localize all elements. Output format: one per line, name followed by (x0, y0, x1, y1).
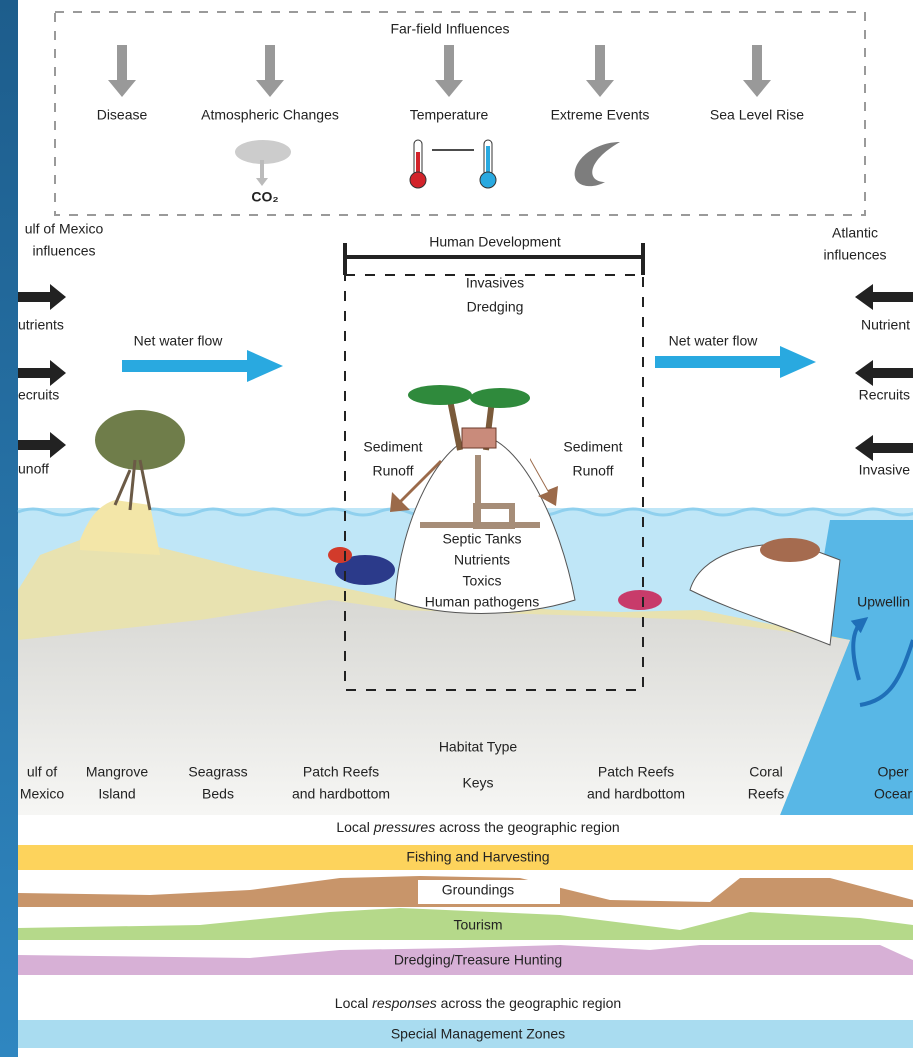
human-development-item: Dredging (467, 299, 524, 315)
co2-label: CO₂ (251, 189, 278, 205)
habitat-type: Beds (202, 786, 234, 802)
left-influence-item: ecruits (18, 387, 59, 403)
net-flow-label: Net water flow (134, 333, 224, 349)
far-field-item: Extreme Events (551, 107, 650, 123)
seabed (18, 600, 850, 815)
habitat-type: Reefs (748, 786, 785, 802)
left-influence-title: ulf of Mexico (25, 221, 104, 237)
habitat-type: Patch Reefs (303, 764, 379, 780)
pressures-title-part: pressures (373, 819, 435, 835)
keys-input: Toxics (463, 573, 502, 589)
far-field-item: Sea Level Rise (710, 107, 804, 123)
house (462, 428, 496, 448)
pressure-band-label: Dredging/Treasure Hunting (394, 952, 562, 968)
habitat-type: Keys (462, 775, 493, 791)
right-influence-item: Invasive (859, 462, 911, 478)
sediment-runoff: Sediment (363, 439, 422, 455)
habitat-type: Ocear (874, 786, 912, 802)
upwelling-label: Upwellin (857, 594, 910, 610)
right-influence-title: Atlantic (832, 225, 878, 241)
far-field-item: Temperature (410, 107, 489, 123)
habitat-type: Seagrass (188, 764, 247, 780)
keys-input: Human pathogens (425, 594, 539, 610)
keys-input: Nutrients (454, 552, 510, 568)
pressures-title-part: Local (336, 819, 373, 835)
pressure-band-label: Fishing and Harvesting (406, 849, 549, 865)
responses-title: Local responses across the geographic re… (335, 995, 621, 1011)
net-flow-label: Net water flow (669, 333, 759, 349)
right-influence-item: Nutrient (861, 317, 910, 333)
far-field-title: Far-field Influences (390, 21, 509, 37)
habitat-title: Habitat Type (439, 739, 518, 755)
habitat-type: and hardbottom (587, 786, 685, 802)
right-influence-title: influences (823, 247, 886, 263)
habitat-type: and hardbottom (292, 786, 390, 802)
sediment-runoff: Runoff (373, 463, 414, 479)
left-influence-title: influences (32, 243, 95, 259)
pressure-band-label: Tourism (453, 917, 502, 933)
pressures-title-part: across the geographic region (435, 819, 619, 835)
human-development-item: Invasives (466, 275, 524, 291)
response-band-label: Special Management Zones (391, 1026, 565, 1042)
pressure-band-label: Groundings (442, 882, 514, 898)
sediment-runoff: Runoff (573, 463, 614, 479)
left-influence-item: unoff (18, 461, 49, 477)
habitat-type: Mexico (20, 786, 65, 802)
habitat-type: Mangrove (86, 764, 148, 780)
keys-input: Septic Tanks (442, 531, 521, 547)
far-field-item: Atmospheric Changes (201, 107, 339, 123)
far-field-item: Disease (97, 107, 148, 123)
right-influence-item: Recruits (859, 387, 910, 403)
responses-title-part: responses (372, 995, 437, 1011)
habitat-type: Oper (877, 764, 908, 780)
responses-title-part: Local (335, 995, 372, 1011)
sediment-runoff: Sediment (563, 439, 622, 455)
habitat-type: Coral (749, 764, 782, 780)
habitat-type: Island (98, 786, 135, 802)
left-influence-item: utrients (18, 317, 64, 333)
pressures-title: Local pressures across the geographic re… (336, 819, 619, 835)
habitat-type: ulf of (27, 764, 57, 780)
habitat-type: Patch Reefs (598, 764, 674, 780)
human-development-title: Human Development (429, 234, 561, 250)
diagram: Far-field Influences Disease Atmospheric C… (0, 0, 913, 1057)
responses-title-part: across the geographic region (437, 995, 621, 1011)
